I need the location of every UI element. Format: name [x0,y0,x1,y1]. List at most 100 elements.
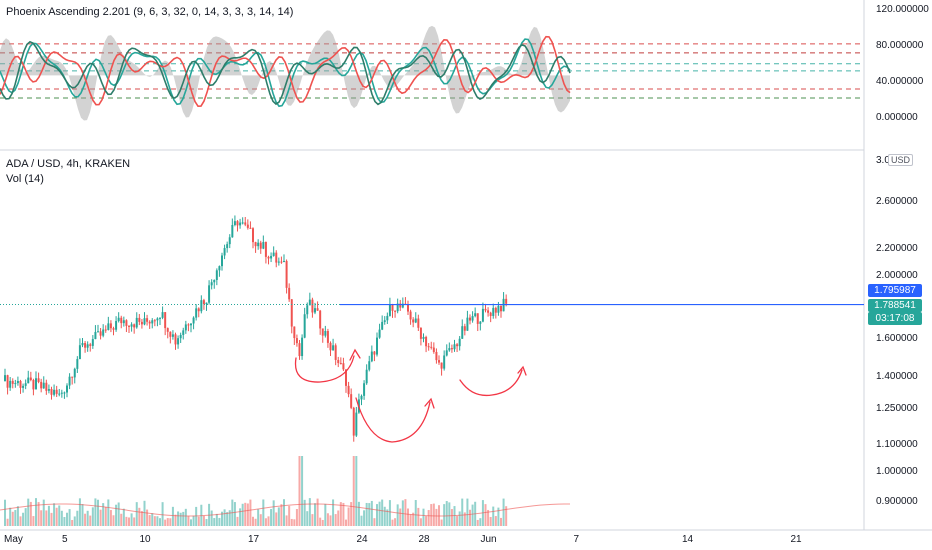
candle-body [179,334,182,339]
volume-bar [107,499,110,526]
main-price-scale[interactable]: 3.0 2.600000 2.200000 2.000000 1.600000 1.400… [876,155,918,507]
candle-body [71,376,74,378]
candle-body [259,242,262,249]
candle-body [352,407,355,436]
arrow-curve-2 [355,397,431,443]
candle-body [381,321,384,330]
candle-body [272,252,275,256]
volume-bar [128,517,130,526]
volume-bar [295,509,298,526]
candle-body [479,321,482,324]
indicator-series [0,25,571,121]
indicator-legend[interactable]: Phoenix Ascending 2.201 (9, 6, 3, 32, 0,… [6,6,294,18]
volume-bar [4,499,6,526]
volume-bar [122,508,125,526]
volume-bar [143,500,146,526]
arrow-head-3 [517,365,527,376]
volume-bar [339,502,342,526]
candle-body [370,351,373,362]
candle-body [197,308,200,312]
volume-bar [205,519,208,526]
last-price-tag: 1.788541 [868,299,922,312]
indicator-price-scale[interactable]: 120.000000 80.000000 40.000000 0.000000 [876,4,929,123]
candle-body [324,331,327,336]
volume-bar [138,507,141,526]
volume-bar [91,507,94,526]
candle-body [445,350,448,356]
candlestick-series [4,215,508,442]
candle-body [236,221,239,226]
candle-body [414,318,417,323]
candle-body [458,338,461,347]
candle-body [68,376,71,386]
volume-bar [363,510,366,526]
volume-bar [283,499,285,526]
candle-body [481,308,484,322]
volume-bar [179,512,182,526]
time-scale[interactable]: May 5 10 17 24 28 Jun 7 14 21 [4,534,802,545]
candle-body [329,342,332,351]
candle-body [76,359,79,369]
candle-body [117,317,120,322]
candle-body [262,242,265,249]
candle-body [306,305,309,315]
candle-body [314,308,316,313]
volume-bar [182,511,185,526]
arrow-curve-1 [294,355,355,383]
candle-body [345,369,347,386]
candle-body [192,317,195,324]
candle-body [130,324,133,327]
candle-body [461,326,464,339]
candle-body [425,336,428,347]
volume-legend[interactable]: Vol (14) [6,173,44,185]
candle-body [11,380,14,384]
volume-bar [241,503,244,526]
candle-body [438,360,440,363]
volume-bar [86,510,89,526]
time-tick-label: Jun [481,534,497,545]
volume-bar [500,517,502,526]
candle-body [107,323,110,331]
volume-bar [463,512,466,526]
volume-bar [275,512,278,526]
main-tick-label: 1.250000 [876,403,918,414]
candle-body [208,285,211,303]
candle-body [476,313,479,324]
volume-bar [213,518,216,526]
candle-body [97,331,99,333]
arrow-head-2 [424,397,435,409]
candle-body [303,314,306,338]
candle-body [128,325,130,327]
candle-body [430,346,433,348]
candle-body [432,347,435,352]
candle-body [29,377,32,381]
candle-body [311,299,314,313]
candle-body [270,255,273,259]
candle-body [427,346,430,348]
candle-body [319,310,322,329]
volume-bar [81,504,84,526]
candle-body [156,318,159,321]
currency-badge[interactable]: USD [888,154,914,166]
symbol-legend[interactable]: ADA / USD, 4h, KRAKEN [6,158,131,170]
main-tick-label: 2.600000 [876,196,918,207]
candle-body [190,323,192,326]
candle-body [210,282,213,286]
candle-body [252,228,254,243]
candle-body [334,345,337,360]
indicator-red-line [0,35,571,108]
candle-body [24,383,27,386]
candle-body [450,348,453,350]
volume-bar [257,509,260,526]
candle-body [9,380,12,388]
volume-bar [492,506,495,526]
volume-bar [445,501,448,526]
volume-bar [391,519,394,526]
indicator-tick-label: 40.000000 [876,76,924,87]
volume-bar [352,456,355,526]
indicator-dark-green-line [0,40,571,106]
candle-body [440,362,443,369]
volume-bar [381,499,384,526]
candle-body [409,311,412,320]
